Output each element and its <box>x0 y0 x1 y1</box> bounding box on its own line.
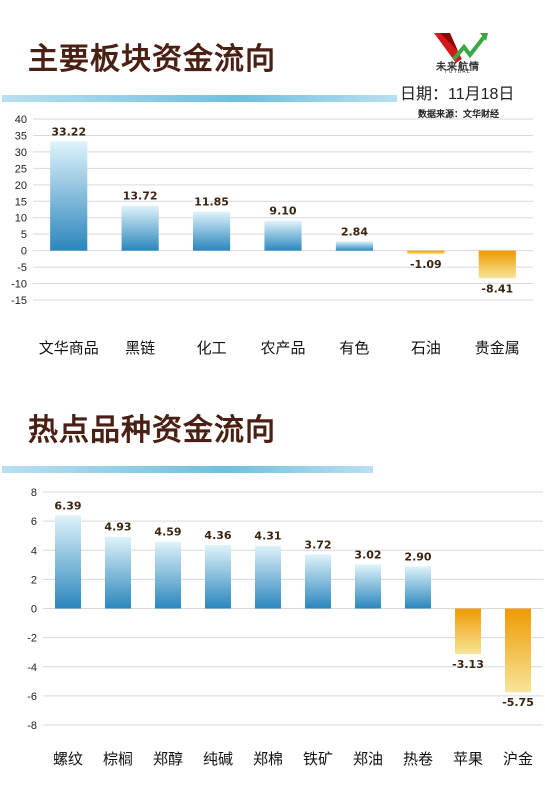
data-label: -5.75 <box>502 696 534 709</box>
bar-有色 <box>335 241 373 251</box>
category-label: 螺纹 <box>53 750 83 768</box>
y-tick-label: 35 <box>15 130 27 142</box>
data-label: -8.41 <box>481 282 513 295</box>
category-label: 黑链 <box>125 339 155 357</box>
data-label: -1.09 <box>410 258 442 271</box>
y-tick-label: 6 <box>31 516 37 528</box>
category-label: 热卷 <box>403 750 433 768</box>
data-label: 9.10 <box>269 205 296 218</box>
category-label: 文华商品 <box>39 339 99 357</box>
data-label: 6.39 <box>54 499 81 512</box>
y-tick-label: -2 <box>27 633 37 645</box>
bar-沪金 <box>505 608 531 693</box>
y-tick-label: 5 <box>21 229 27 241</box>
bar-石油 <box>407 250 445 255</box>
logo-text: 未来航情 <box>436 62 480 73</box>
y-tick-label: 2 <box>31 574 37 586</box>
category-label: 农产品 <box>260 339 305 357</box>
bar-化工 <box>193 211 231 251</box>
data-label: 4.36 <box>204 529 231 542</box>
bar-文华商品 <box>50 141 88 251</box>
chart1-stripe <box>2 95 397 102</box>
data-label: 2.90 <box>404 550 431 563</box>
y-tick-label: 20 <box>15 180 27 192</box>
y-tick-label: -6 <box>27 691 37 703</box>
bar-苹果 <box>455 608 481 655</box>
date-display: 日期：11月18日 <box>400 80 514 104</box>
y-tick-label: 30 <box>15 147 27 159</box>
date-value: 11月18日 <box>448 86 515 103</box>
bar-棕榈 <box>105 536 131 609</box>
y-tick-label: 0 <box>31 604 37 616</box>
date-label: 日期： <box>400 86 449 103</box>
bar-郑油 <box>355 564 381 609</box>
data-label: 3.72 <box>304 538 331 551</box>
data-label: 3.02 <box>354 549 381 562</box>
chart2-title: 热点品种资金流向 <box>28 413 276 448</box>
bar-农产品 <box>264 220 302 251</box>
bar-郑棉 <box>255 545 281 609</box>
y-tick-label: 10 <box>15 213 27 225</box>
bar-热卷 <box>405 566 431 609</box>
y-tick-label: -15 <box>11 295 27 307</box>
data-label: -3.13 <box>452 658 484 671</box>
y-tick-label: -4 <box>27 662 37 674</box>
data-label: 4.59 <box>154 526 181 539</box>
y-tick-label: 15 <box>15 196 27 208</box>
y-tick-label: 25 <box>15 163 27 175</box>
category-label: 有色 <box>339 339 369 357</box>
chart2-stripe <box>2 466 373 473</box>
bar-铁矿 <box>305 554 331 609</box>
category-label: 棕榈 <box>103 750 133 768</box>
bar-螺纹 <box>55 515 81 609</box>
bar-郑醇 <box>155 541 181 609</box>
y-tick-label: -5 <box>17 262 27 274</box>
category-label: 贵金属 <box>475 339 520 357</box>
category-label: 纯碱 <box>203 750 233 768</box>
data-label: 4.31 <box>254 530 281 543</box>
data-label: 2.84 <box>341 225 368 238</box>
y-tick-label: -10 <box>11 279 27 291</box>
y-tick-label: 0 <box>21 246 27 258</box>
data-label: 11.85 <box>194 196 229 209</box>
y-tick-label: -8 <box>27 720 37 732</box>
bar-贵金属 <box>478 250 516 279</box>
data-label: 13.72 <box>123 189 158 202</box>
category-label: 郑醇 <box>153 750 183 768</box>
bar-纯碱 <box>205 545 231 609</box>
category-label: 郑油 <box>353 750 383 768</box>
y-tick-label: 8 <box>31 487 37 499</box>
data-label: 4.93 <box>104 521 131 534</box>
category-label: 铁矿 <box>303 750 333 768</box>
y-tick-label: 40 <box>15 114 27 126</box>
category-label: 化工 <box>197 339 227 357</box>
y-tick-label: 4 <box>31 545 37 557</box>
data-source: 数据来源：文华财经 <box>418 110 500 120</box>
category-label: 石油 <box>411 339 441 357</box>
chart1-title: 主要板块资金流向 <box>28 42 276 77</box>
data-label: 33.22 <box>51 125 86 138</box>
category-label: 郑棉 <box>253 750 283 768</box>
sector-flow-chart: 40 35 30 25 20 15 10 5 0 -5 -10 -15 33.22 文华商品 13.72 黑链… <box>11 114 533 357</box>
logo-subtext: FUTURE <box>445 69 471 75</box>
future-logo-icon <box>434 33 488 63</box>
category-label: 沪金 <box>503 750 533 768</box>
category-label: 苹果 <box>453 750 483 768</box>
bar-黑链 <box>121 205 159 251</box>
